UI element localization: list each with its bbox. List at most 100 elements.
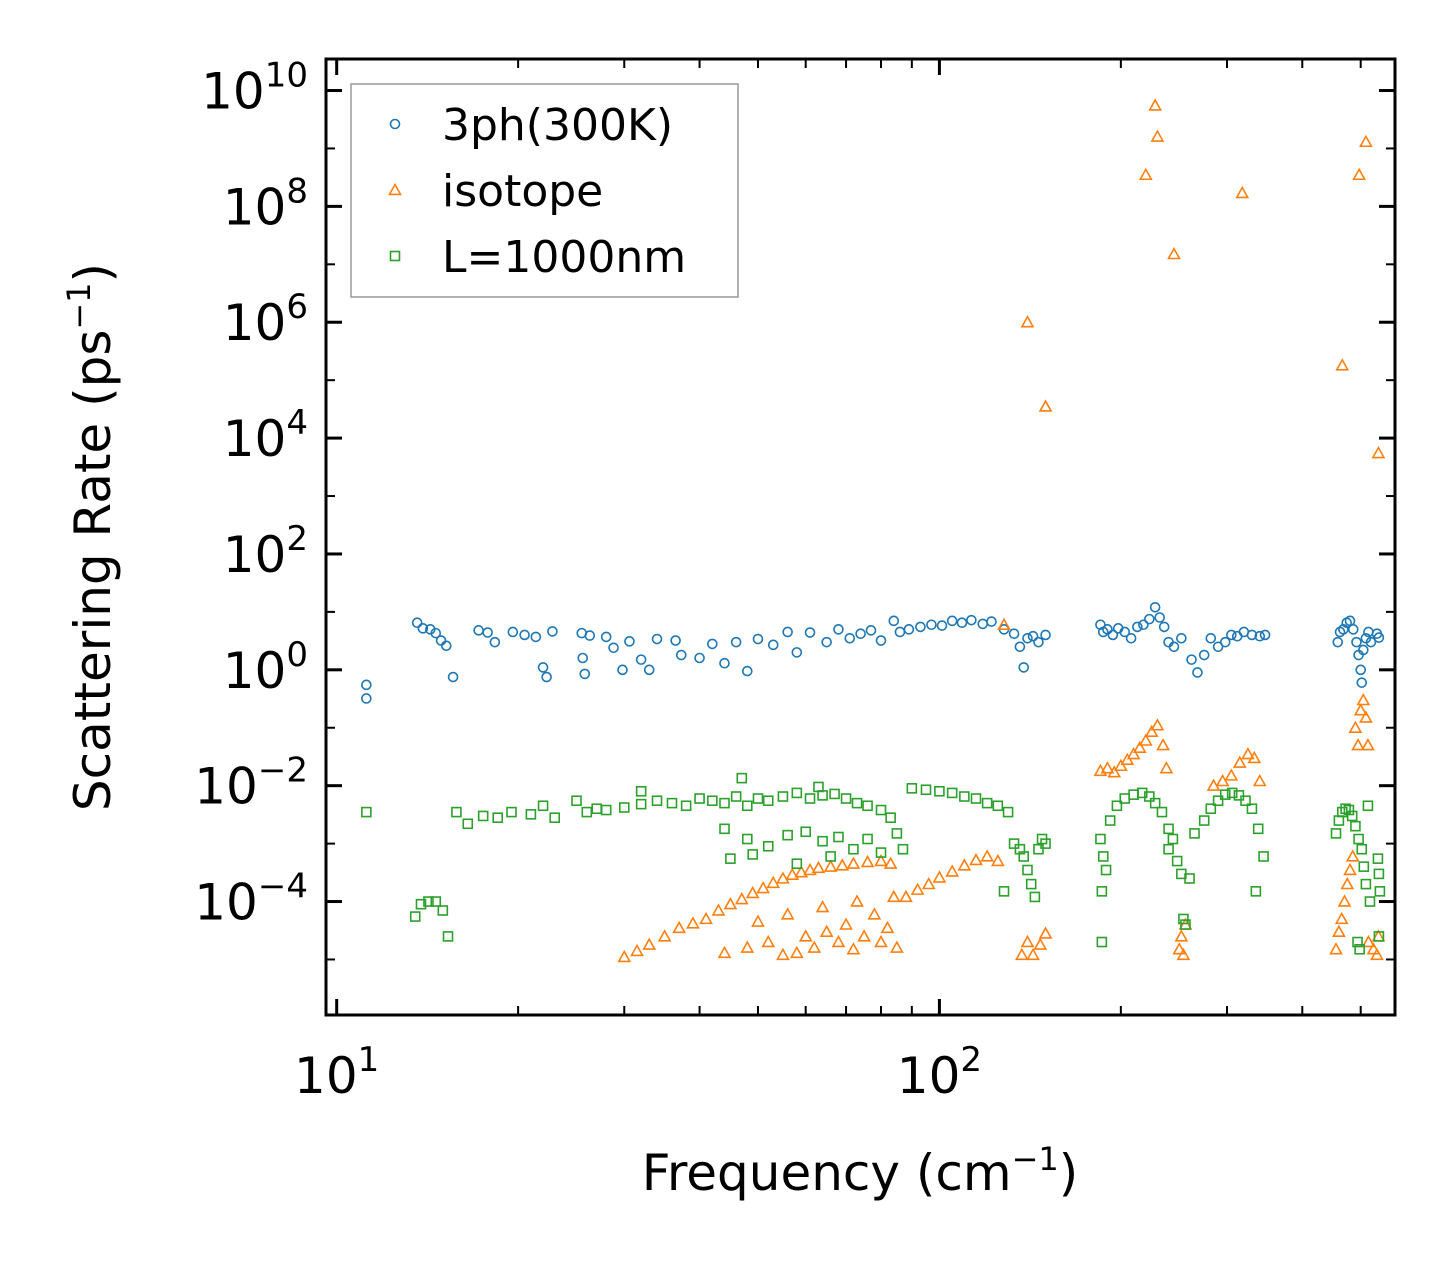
data-point-circle bbox=[361, 679, 372, 691]
data-point-square bbox=[477, 810, 489, 822]
data-point-square bbox=[851, 797, 863, 809]
data-point-square bbox=[906, 783, 918, 794]
y-axis-label: Scattering Rate (ps−1) bbox=[60, 263, 122, 811]
data-point-square bbox=[651, 795, 663, 807]
legend-marker-square bbox=[389, 250, 401, 262]
y-tick-label: 104 bbox=[223, 403, 308, 468]
data-point-triangle bbox=[1345, 849, 1360, 862]
data-point-square bbox=[1184, 873, 1195, 884]
data-point-circle bbox=[752, 633, 764, 645]
data-point-square bbox=[1373, 931, 1385, 942]
data-point-circle bbox=[1014, 641, 1026, 653]
data-point-circle bbox=[903, 624, 915, 635]
data-point-triangle bbox=[1361, 934, 1376, 948]
data-point-square bbox=[1144, 791, 1155, 802]
data-point-triangle bbox=[835, 858, 850, 871]
data-point-triangle bbox=[785, 867, 800, 880]
legend-entry-2: isotope bbox=[388, 166, 603, 217]
data-point-circle bbox=[489, 636, 501, 648]
data-point-square bbox=[1097, 851, 1109, 862]
data-point-triangle bbox=[890, 940, 904, 953]
data-point-square bbox=[741, 800, 753, 812]
data-point-circle bbox=[821, 636, 832, 648]
data-point-triangle bbox=[921, 876, 936, 890]
data-point-circle bbox=[608, 642, 619, 654]
data-point-triangle bbox=[751, 914, 765, 927]
data-point-triangle bbox=[723, 897, 738, 910]
y-tick-label: 108 bbox=[223, 171, 308, 236]
data-point-circle bbox=[579, 668, 591, 680]
data-point-circle bbox=[1365, 636, 1377, 648]
data-point-square bbox=[1374, 886, 1386, 897]
data-point-square bbox=[875, 804, 887, 816]
data-point-square bbox=[885, 812, 896, 824]
data-point-triangle bbox=[1241, 747, 1255, 760]
data-point-circle bbox=[1033, 636, 1044, 648]
data-point-square bbox=[506, 806, 517, 818]
data-point-square bbox=[525, 809, 537, 820]
data-point-square bbox=[1212, 795, 1224, 807]
data-point-square bbox=[430, 896, 442, 907]
data-point-square bbox=[1354, 943, 1365, 955]
data-point-square bbox=[1096, 936, 1108, 948]
data-point-circle bbox=[1158, 621, 1170, 633]
legend-label: 3ph(300K) bbox=[442, 100, 673, 151]
data-point-triangle bbox=[1334, 911, 1349, 925]
legend-marker-triangle bbox=[388, 182, 402, 196]
y-tick-label: 100 bbox=[223, 635, 308, 700]
data-point-square bbox=[897, 843, 909, 855]
data-point-square bbox=[862, 800, 873, 812]
data-point-triangle bbox=[1150, 718, 1165, 731]
data-point-square bbox=[1352, 936, 1363, 948]
data-point-triangle bbox=[776, 947, 790, 961]
data-point-triangle bbox=[980, 849, 994, 862]
data-point-triangle bbox=[1156, 738, 1170, 751]
data-point-square bbox=[1252, 823, 1264, 835]
data-point-square bbox=[1372, 853, 1384, 864]
data-point-square bbox=[725, 853, 736, 864]
data-point-triangle bbox=[811, 860, 826, 874]
data-point-square bbox=[1343, 804, 1355, 816]
data-point-square bbox=[437, 905, 449, 916]
data-point-triangle bbox=[1148, 98, 1163, 111]
data-point-square bbox=[848, 843, 859, 855]
data-point-square bbox=[451, 806, 462, 818]
data-point-circle bbox=[482, 627, 493, 638]
data-point-triangle bbox=[1020, 934, 1035, 948]
data-point-circle bbox=[447, 671, 459, 683]
data-point-triangle bbox=[1174, 929, 1189, 942]
data-point-triangle bbox=[932, 870, 947, 883]
data-point-circle bbox=[651, 633, 663, 645]
data-point-triangle bbox=[945, 864, 960, 877]
data-point-triangle bbox=[711, 903, 726, 916]
data-point-triangle bbox=[957, 858, 972, 871]
data-point-square bbox=[1198, 815, 1210, 826]
data-point-triangle bbox=[756, 881, 771, 894]
data-point-square bbox=[1100, 864, 1112, 876]
data-point-circle bbox=[541, 671, 552, 683]
data-point-circle bbox=[1186, 654, 1197, 665]
data-point-square bbox=[361, 806, 372, 818]
data-point-triangle bbox=[883, 856, 898, 869]
data-point-triangle bbox=[686, 916, 700, 929]
data-point-triangle bbox=[761, 934, 776, 948]
data-point-triangle bbox=[798, 929, 813, 942]
data-point-triangle bbox=[1361, 738, 1375, 751]
data-point-square bbox=[1353, 833, 1364, 845]
data-point-square bbox=[1250, 886, 1262, 897]
data-point-triangle bbox=[1371, 445, 1386, 459]
data-point-triangle bbox=[789, 945, 804, 959]
data-point-circle bbox=[1125, 632, 1137, 644]
data-point-square bbox=[1219, 789, 1231, 800]
data-point-circle bbox=[730, 636, 742, 648]
data-point-triangle bbox=[860, 854, 875, 868]
data-point-circle bbox=[624, 636, 635, 647]
data-point-circle bbox=[1018, 662, 1030, 673]
data-point-circle bbox=[440, 640, 452, 652]
data-point-triangle bbox=[886, 889, 901, 903]
data-point-square bbox=[1373, 868, 1385, 880]
data-point-circle bbox=[719, 657, 730, 669]
legend-entries: 3ph(300K) isotope L=1000nm bbox=[388, 100, 686, 283]
data-point-triangle bbox=[874, 853, 888, 867]
x-axis-label: Frequency (cm−1) bbox=[642, 1140, 1079, 1202]
